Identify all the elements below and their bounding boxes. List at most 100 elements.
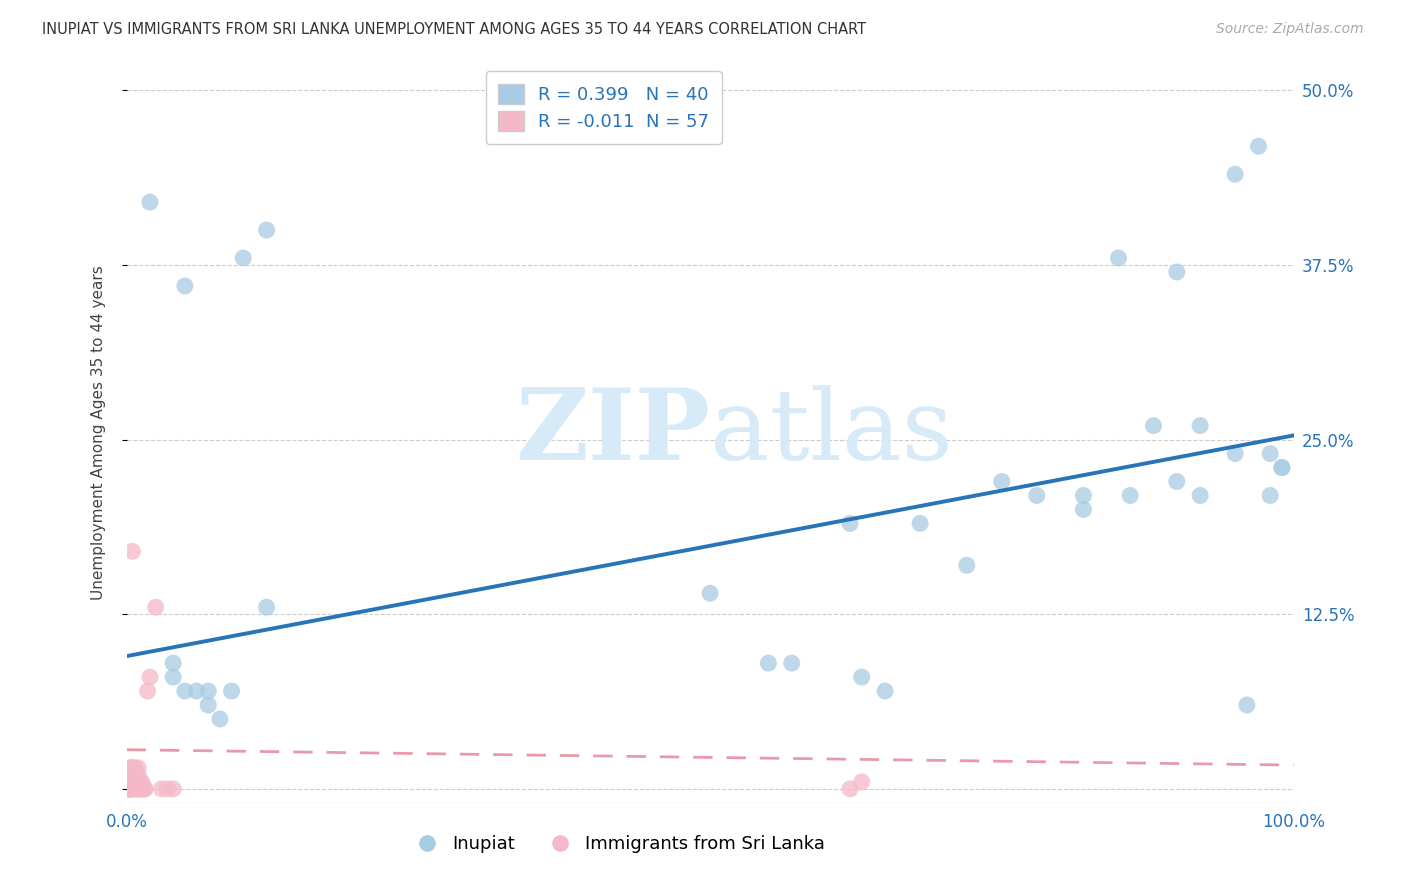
Point <box>122 775 145 789</box>
Point <box>117 775 139 789</box>
Point <box>132 781 155 796</box>
Point <box>1073 488 1095 502</box>
Point <box>851 775 873 789</box>
Point <box>129 775 152 789</box>
Point <box>780 656 803 670</box>
Point <box>139 195 162 210</box>
Point <box>221 684 243 698</box>
Point <box>908 516 931 531</box>
Point <box>186 684 208 698</box>
Point <box>121 544 143 558</box>
Point <box>256 600 278 615</box>
Point <box>117 781 139 796</box>
Point <box>1073 502 1095 516</box>
Point <box>132 781 155 796</box>
Point <box>118 781 141 796</box>
Point <box>122 761 145 775</box>
Point <box>156 781 179 796</box>
Point <box>851 670 873 684</box>
Point <box>121 768 143 782</box>
Point <box>118 781 141 796</box>
Point <box>118 768 141 782</box>
Point <box>1223 446 1246 460</box>
Point <box>232 251 254 265</box>
Point <box>124 775 146 789</box>
Point <box>124 761 146 775</box>
Point <box>124 781 146 796</box>
Point <box>128 781 150 796</box>
Point <box>118 781 141 796</box>
Point <box>127 775 149 789</box>
Point <box>1258 488 1281 502</box>
Point <box>120 761 142 775</box>
Point <box>197 684 219 698</box>
Text: INUPIAT VS IMMIGRANTS FROM SRI LANKA UNEMPLOYMENT AMONG AGES 35 TO 44 YEARS CORR: INUPIAT VS IMMIGRANTS FROM SRI LANKA UNE… <box>42 22 866 37</box>
Point <box>875 684 897 698</box>
Y-axis label: Unemployment Among Ages 35 to 44 years: Unemployment Among Ages 35 to 44 years <box>91 265 105 600</box>
Point <box>121 775 143 789</box>
Point <box>256 223 278 237</box>
Point <box>197 698 219 712</box>
Point <box>1166 475 1188 489</box>
Point <box>162 656 184 670</box>
Point <box>1166 265 1188 279</box>
Point <box>120 781 142 796</box>
Point <box>1189 488 1212 502</box>
Point <box>208 712 231 726</box>
Point <box>150 781 173 796</box>
Legend: Inupiat, Immigrants from Sri Lanka: Inupiat, Immigrants from Sri Lanka <box>401 828 832 861</box>
Point <box>136 684 159 698</box>
Text: Source: ZipAtlas.com: Source: ZipAtlas.com <box>1216 22 1364 37</box>
Point <box>699 586 721 600</box>
Point <box>1271 460 1294 475</box>
Point <box>131 781 153 796</box>
Point <box>118 775 141 789</box>
Point <box>122 768 145 782</box>
Point <box>125 768 148 782</box>
Point <box>839 781 862 796</box>
Point <box>120 775 142 789</box>
Point <box>127 761 149 775</box>
Point <box>1271 460 1294 475</box>
Point <box>117 781 139 796</box>
Point <box>121 781 143 796</box>
Point <box>1142 418 1164 433</box>
Point <box>127 768 149 782</box>
Point <box>131 775 153 789</box>
Point <box>125 775 148 789</box>
Point <box>1236 698 1258 712</box>
Point <box>174 684 197 698</box>
Point <box>118 761 141 775</box>
Point <box>162 670 184 684</box>
Point <box>1223 167 1246 181</box>
Text: ZIP: ZIP <box>515 384 710 481</box>
Point <box>118 775 141 789</box>
Point <box>117 781 139 796</box>
Point <box>1258 446 1281 460</box>
Point <box>129 781 152 796</box>
Point <box>1025 488 1047 502</box>
Point <box>127 781 149 796</box>
Point <box>1108 251 1130 265</box>
Point <box>125 775 148 789</box>
Point <box>118 781 141 796</box>
Point <box>1189 418 1212 433</box>
Point <box>1247 139 1270 153</box>
Point <box>756 656 779 670</box>
Point <box>125 781 148 796</box>
Point <box>174 279 197 293</box>
Point <box>162 781 184 796</box>
Point <box>990 475 1012 489</box>
Point <box>118 768 141 782</box>
Point <box>145 600 167 615</box>
Point <box>139 670 162 684</box>
Point <box>1119 488 1142 502</box>
Point <box>134 781 156 796</box>
Point <box>839 516 862 531</box>
Point <box>124 768 146 782</box>
Text: atlas: atlas <box>710 384 953 481</box>
Point <box>125 781 148 796</box>
Point <box>121 761 143 775</box>
Point <box>120 768 142 782</box>
Point <box>956 558 979 573</box>
